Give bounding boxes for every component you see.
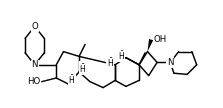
Text: HO: HO	[27, 77, 41, 86]
Text: OH: OH	[153, 35, 167, 44]
Text: N: N	[31, 60, 38, 69]
Text: $\mathregular{\bar{H}}$: $\mathregular{\bar{H}}$	[79, 62, 86, 75]
Text: $\mathregular{\bar{H}}$: $\mathregular{\bar{H}}$	[118, 49, 125, 62]
Polygon shape	[147, 39, 153, 52]
Text: O: O	[31, 22, 38, 31]
Text: $\mathregular{\bar{H}}$: $\mathregular{\bar{H}}$	[107, 56, 114, 69]
Text: N: N	[167, 58, 173, 67]
Text: $\mathregular{\bar{H}}$: $\mathregular{\bar{H}}$	[68, 73, 75, 86]
